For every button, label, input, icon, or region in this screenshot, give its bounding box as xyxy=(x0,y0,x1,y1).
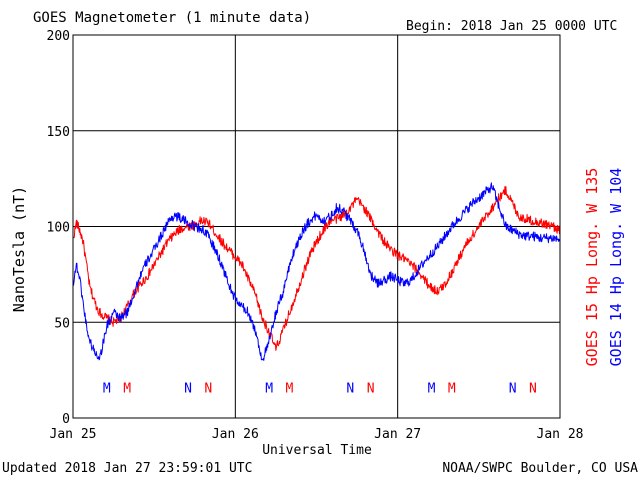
midnight-marker: M xyxy=(103,381,111,396)
midnight-marker: M xyxy=(123,381,131,396)
x-tick-label: Jan 28 xyxy=(537,427,584,442)
plot-grid xyxy=(73,35,560,418)
midnight-marker: M xyxy=(265,381,273,396)
x-tick-label: Jan 26 xyxy=(212,427,259,442)
series-layer xyxy=(72,182,561,361)
midnight-marker: M xyxy=(286,381,294,396)
updated-label: Updated 2018 Jan 27 23:59:01 UTC xyxy=(2,461,252,476)
y-tick-label: 150 xyxy=(47,125,70,140)
begin-label: Begin: 2018 Jan 25 0000 UTC xyxy=(406,19,617,34)
noon-marker: N xyxy=(367,381,375,396)
plot-frame xyxy=(72,34,561,419)
y-tick-label: 100 xyxy=(47,221,70,236)
y-tick-label: 200 xyxy=(47,29,70,44)
noon-marker: N xyxy=(204,381,212,396)
source-label: NOAA/SWPC Boulder, CO USA xyxy=(442,461,638,476)
y-tick-label: 50 xyxy=(54,316,70,331)
midnight-marker: M xyxy=(428,381,436,396)
legend-goes14: GOES 14 Hp Long. W 104 xyxy=(607,168,625,367)
y-axis-ticks: 0 50 100 150 200 xyxy=(47,29,70,427)
noon-marker: N xyxy=(529,381,537,396)
x-tick-label: Jan 27 xyxy=(374,427,421,442)
legend-goes15: GOES 15 Hp Long. W 135 xyxy=(583,168,601,367)
goes15-series-line xyxy=(72,186,561,351)
noon-marker: N xyxy=(184,381,192,396)
midnight-marker: M xyxy=(448,381,456,396)
goes14-series-line xyxy=(72,182,561,361)
x-axis-label: Universal Time xyxy=(262,443,372,458)
noon-marker: N xyxy=(509,381,517,396)
y-tick-label: 0 xyxy=(62,412,70,427)
y-axis-label: NanoTesla (nT) xyxy=(10,186,28,312)
x-tick-label: Jan 25 xyxy=(50,427,97,442)
chart-title: GOES Magnetometer (1 minute data) xyxy=(33,10,311,26)
noon-marker: N xyxy=(346,381,354,396)
x-axis-ticks: Jan 25 Jan 26 Jan 27 Jan 28 xyxy=(50,427,584,442)
